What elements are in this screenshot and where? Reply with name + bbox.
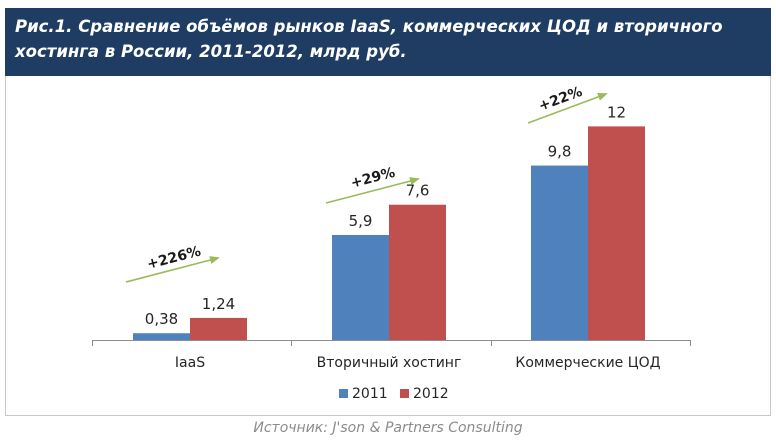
growth-label: +226%: [145, 243, 202, 272]
bar-2011-1: [332, 234, 389, 340]
bar-2012-2: [588, 126, 645, 341]
value-label: 9,8: [548, 143, 572, 161]
growth-arrow: [325, 177, 420, 204]
value-label: 5,9: [349, 212, 373, 230]
value-label: 0,38: [145, 310, 178, 328]
growth-arrow: [125, 256, 220, 283]
legend-label-2011: 2011: [352, 386, 388, 402]
growth-arrow: [527, 93, 608, 124]
bar-2012-1: [389, 204, 446, 340]
value-label: 12: [607, 103, 626, 121]
bar-2011-0: [133, 333, 190, 340]
growth-label: +29%: [349, 165, 397, 192]
chart-title: Рис.1. Сравнение объёмов рынков IaaS, ко…: [15, 17, 723, 61]
title-bar: Рис.1. Сравнение объёмов рынков IaaS, ко…: [5, 8, 771, 76]
value-label: 1,24: [202, 295, 235, 313]
x-tick-label: Коммерческие ЦОД: [515, 355, 660, 371]
bar-2011-2: [531, 165, 588, 340]
legend-swatch-2012: [400, 389, 409, 398]
growth-label: +22%: [537, 84, 585, 115]
x-tick-label: IaaS: [175, 355, 205, 371]
legend-label-2012: 2012: [413, 386, 449, 402]
x-tick-label: Вторичный хостинг: [317, 355, 462, 371]
source-note: Источник: J'son & Partners Consulting: [253, 420, 523, 436]
bar-2012-0: [190, 317, 247, 340]
legend-swatch-2011: [339, 389, 348, 398]
value-label: 7,6: [406, 182, 430, 200]
